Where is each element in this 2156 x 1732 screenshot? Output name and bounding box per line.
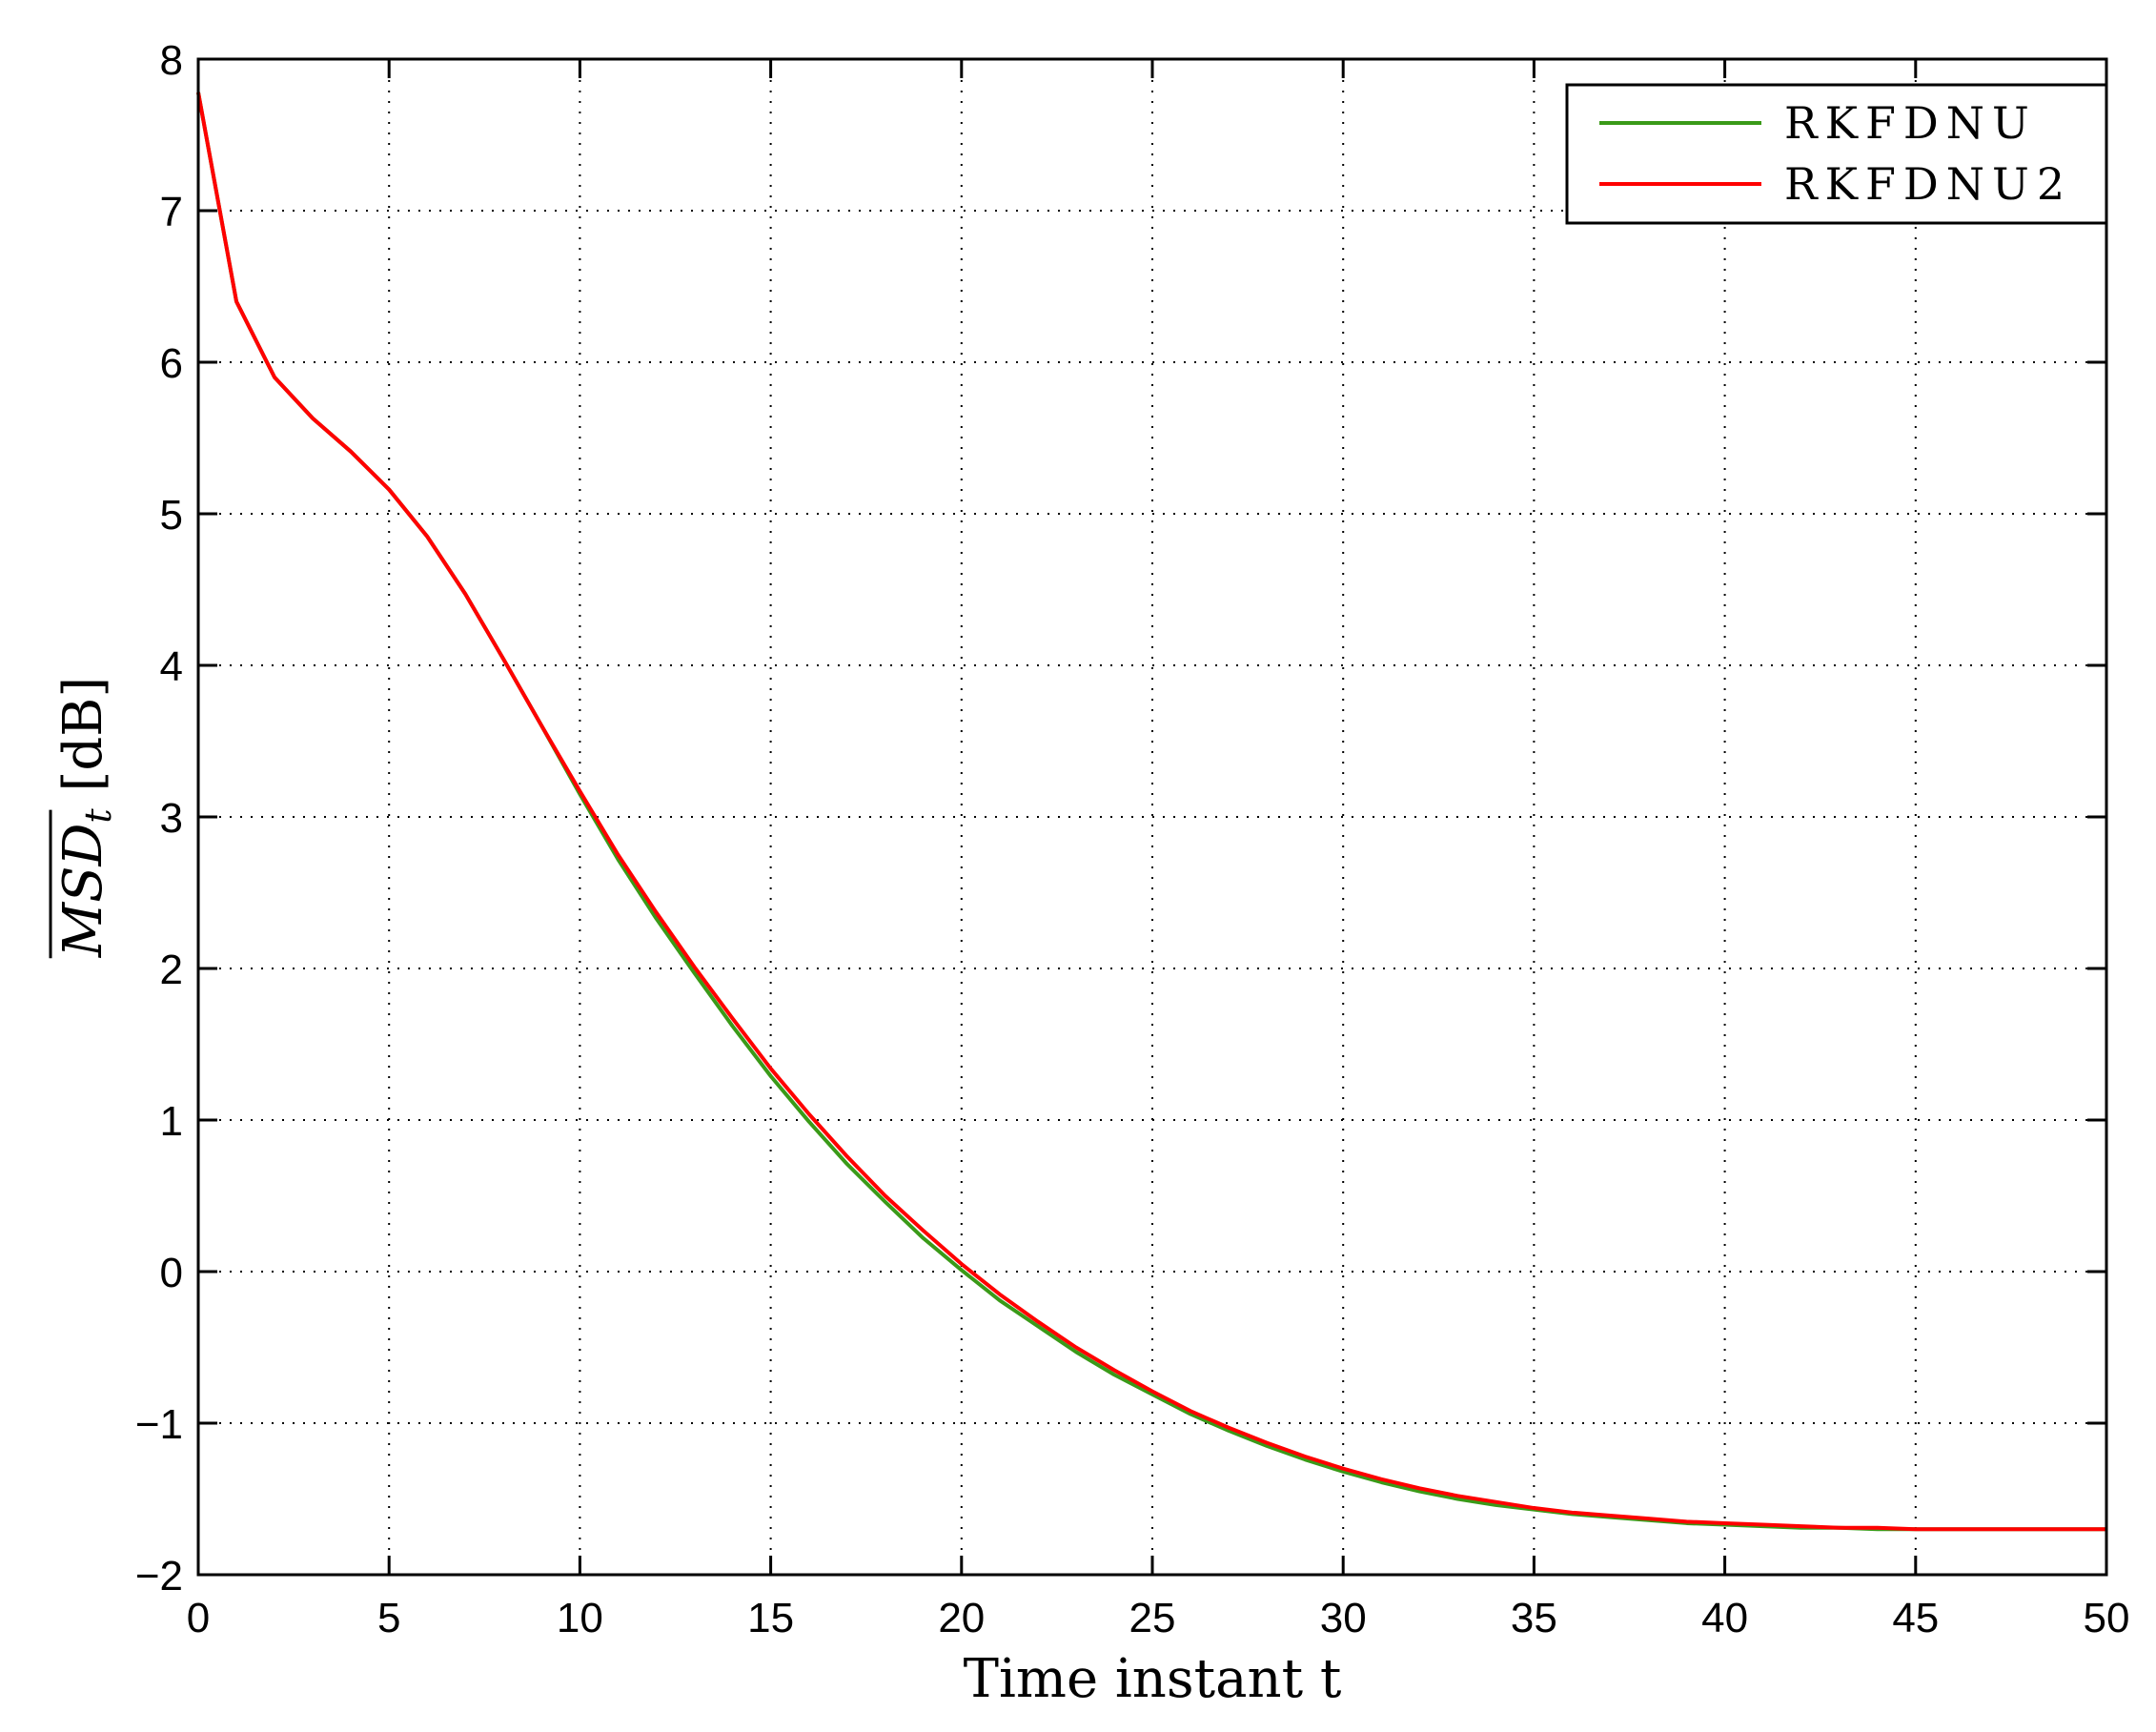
y-axis-title: MSDt [dB]	[49, 677, 119, 959]
y-axis-title-text: MSDt [dB]	[52, 677, 119, 958]
y-axis-title-subscript: t	[77, 808, 119, 824]
x-tick-label: 5	[377, 1595, 400, 1641]
grid	[198, 59, 2106, 1575]
series-lines	[196, 92, 2106, 1532]
legend-box	[1565, 83, 2108, 225]
x-tick-label: 20	[938, 1595, 985, 1641]
legend-label-rkfdnu: RKFDNU	[1784, 97, 2037, 149]
y-tick-label: 2	[160, 947, 183, 993]
x-axis-title-text: Time instant t	[964, 1648, 1342, 1710]
x-tick-label: 30	[1320, 1595, 1367, 1641]
y-tick-label: 4	[160, 643, 183, 690]
x-tick-label: 25	[1129, 1595, 1176, 1641]
y-tick-label: −1	[135, 1401, 183, 1448]
y-tick-label: 6	[160, 340, 183, 387]
y-tick-label: 7	[160, 189, 183, 235]
x-tick-label: 10	[557, 1595, 603, 1641]
y-tick-label: −2	[135, 1553, 183, 1600]
y-tick-label: 0	[160, 1250, 183, 1296]
y-tick-label: 8	[160, 37, 183, 84]
y-tick-label: 1	[160, 1098, 183, 1145]
y-tick-label: 3	[160, 795, 183, 842]
x-tick-label: 50	[2084, 1595, 2130, 1641]
x-tick-label: 15	[747, 1595, 794, 1641]
x-tick-label: 40	[1701, 1595, 1748, 1641]
x-axis-title: Time instant t	[964, 1648, 1342, 1710]
x-tick-label: 35	[1511, 1595, 1557, 1641]
x-tick-label: 0	[187, 1595, 210, 1641]
y-axis-title-unit: [dB]	[52, 677, 114, 809]
series-line-rkfdnu2	[196, 92, 2106, 1532]
x-tick-label: 45	[1892, 1595, 1939, 1641]
axis-ticks	[196, 57, 2108, 1577]
series-line-rkfdnu	[196, 92, 2106, 1532]
legend: RKFDNU RKFDNU2	[1565, 83, 2108, 225]
legend-label-rkfdnu2: RKFDNU2	[1784, 158, 2072, 210]
y-tick-label: 5	[160, 492, 183, 539]
y-axis-title-main: MSD	[52, 824, 114, 959]
